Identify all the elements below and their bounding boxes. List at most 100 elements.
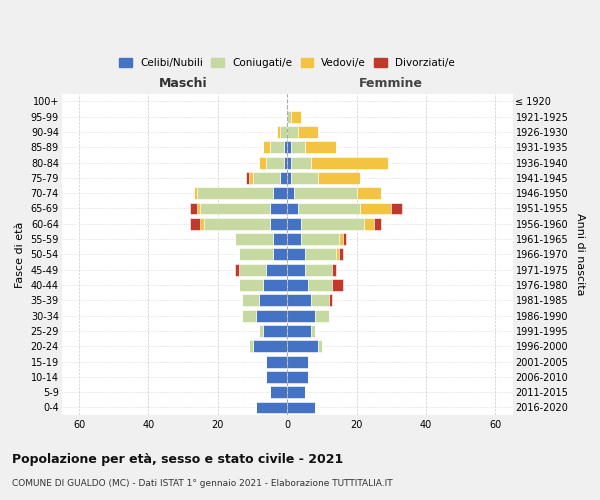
Bar: [270, 386, 287, 398]
Bar: [284, 156, 287, 168]
Bar: [336, 248, 339, 260]
Bar: [200, 218, 204, 230]
Bar: [197, 187, 274, 199]
Bar: [356, 187, 381, 199]
Bar: [239, 248, 274, 260]
Text: Femmine: Femmine: [359, 78, 423, 90]
Bar: [287, 310, 315, 322]
Bar: [332, 264, 336, 276]
Bar: [287, 156, 290, 168]
Bar: [311, 156, 388, 168]
Bar: [190, 202, 197, 214]
Bar: [287, 325, 311, 337]
Bar: [298, 126, 319, 138]
Bar: [280, 126, 287, 138]
Bar: [287, 264, 305, 276]
Bar: [360, 202, 391, 214]
Bar: [274, 187, 287, 199]
Bar: [319, 340, 322, 352]
Bar: [270, 218, 287, 230]
Bar: [266, 156, 284, 168]
Bar: [235, 233, 274, 245]
Bar: [256, 402, 287, 413]
Bar: [287, 340, 319, 352]
Bar: [190, 218, 200, 230]
Bar: [239, 279, 263, 291]
Bar: [301, 218, 364, 230]
Bar: [263, 142, 270, 153]
Bar: [263, 279, 287, 291]
Bar: [287, 279, 308, 291]
Bar: [339, 233, 343, 245]
Bar: [253, 340, 287, 352]
Bar: [266, 356, 287, 368]
Bar: [287, 218, 301, 230]
Text: Maschi: Maschi: [159, 78, 208, 90]
Bar: [287, 402, 315, 413]
Bar: [239, 264, 266, 276]
Bar: [235, 264, 239, 276]
Bar: [290, 172, 319, 184]
Bar: [249, 340, 253, 352]
Bar: [305, 248, 336, 260]
Bar: [294, 187, 356, 199]
Bar: [274, 248, 287, 260]
Bar: [287, 371, 308, 383]
Bar: [308, 279, 332, 291]
Bar: [329, 294, 332, 306]
Bar: [391, 202, 401, 214]
Bar: [242, 310, 256, 322]
Bar: [311, 294, 329, 306]
Bar: [287, 142, 290, 153]
Bar: [305, 142, 336, 153]
Bar: [374, 218, 381, 230]
Bar: [287, 233, 301, 245]
Bar: [280, 172, 287, 184]
Text: Popolazione per età, sesso e stato civile - 2021: Popolazione per età, sesso e stato civil…: [12, 452, 343, 466]
Bar: [290, 156, 311, 168]
Bar: [245, 172, 249, 184]
Bar: [305, 264, 332, 276]
Bar: [242, 294, 259, 306]
Bar: [287, 126, 298, 138]
Bar: [287, 187, 294, 199]
Legend: Celibi/Nubili, Coniugati/e, Vedovi/e, Divorziati/e: Celibi/Nubili, Coniugati/e, Vedovi/e, Di…: [115, 54, 459, 72]
Bar: [287, 356, 308, 368]
Bar: [284, 142, 287, 153]
Bar: [200, 202, 270, 214]
Bar: [194, 187, 197, 199]
Bar: [249, 172, 253, 184]
Y-axis label: Anni di nascita: Anni di nascita: [575, 213, 585, 296]
Bar: [315, 310, 329, 322]
Bar: [270, 142, 284, 153]
Bar: [287, 172, 290, 184]
Bar: [287, 248, 305, 260]
Bar: [259, 294, 287, 306]
Bar: [319, 172, 360, 184]
Bar: [274, 233, 287, 245]
Bar: [259, 325, 263, 337]
Bar: [298, 202, 360, 214]
Bar: [266, 264, 287, 276]
Bar: [301, 233, 339, 245]
Text: COMUNE DI GUALDO (MC) - Dati ISTAT 1° gennaio 2021 - Elaborazione TUTTITALIA.IT: COMUNE DI GUALDO (MC) - Dati ISTAT 1° ge…: [12, 479, 392, 488]
Bar: [287, 386, 305, 398]
Bar: [259, 156, 266, 168]
Bar: [290, 110, 301, 122]
Bar: [290, 142, 305, 153]
Bar: [256, 310, 287, 322]
Bar: [253, 172, 280, 184]
Bar: [287, 110, 290, 122]
Bar: [270, 202, 287, 214]
Bar: [204, 218, 270, 230]
Bar: [364, 218, 374, 230]
Bar: [263, 325, 287, 337]
Bar: [287, 202, 298, 214]
Bar: [311, 325, 315, 337]
Bar: [339, 248, 343, 260]
Bar: [266, 371, 287, 383]
Bar: [197, 202, 200, 214]
Y-axis label: Fasce di età: Fasce di età: [15, 221, 25, 288]
Bar: [287, 294, 311, 306]
Bar: [343, 233, 346, 245]
